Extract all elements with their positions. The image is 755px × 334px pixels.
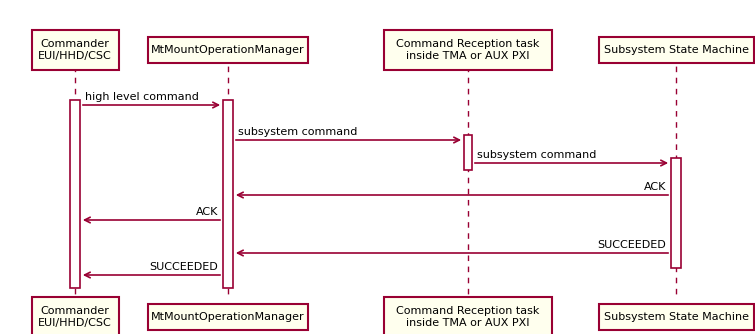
Text: Subsystem State Machine: Subsystem State Machine bbox=[603, 45, 748, 55]
Text: MtMountOperationManager: MtMountOperationManager bbox=[151, 312, 305, 322]
Bar bbox=[464, 135, 472, 170]
Bar bbox=[32, 30, 119, 70]
Text: subsystem command: subsystem command bbox=[477, 150, 596, 160]
Bar bbox=[384, 30, 552, 70]
Text: Commander
EUI/HHD/CSC: Commander EUI/HHD/CSC bbox=[38, 306, 112, 328]
Bar bbox=[148, 37, 308, 63]
Bar bbox=[599, 37, 753, 63]
Text: MtMountOperationManager: MtMountOperationManager bbox=[151, 45, 305, 55]
Bar bbox=[223, 100, 233, 288]
Bar bbox=[32, 297, 119, 334]
Text: Subsystem State Machine: Subsystem State Machine bbox=[603, 312, 748, 322]
Text: subsystem command: subsystem command bbox=[238, 127, 357, 137]
Text: SUCCEEDED: SUCCEEDED bbox=[149, 262, 218, 272]
Bar bbox=[599, 304, 753, 330]
Bar bbox=[671, 158, 681, 268]
Bar bbox=[148, 304, 308, 330]
Text: ACK: ACK bbox=[196, 207, 218, 217]
Text: Commander
EUI/HHD/CSC: Commander EUI/HHD/CSC bbox=[38, 39, 112, 61]
Text: high level command: high level command bbox=[85, 92, 199, 102]
Text: Command Reception task
inside TMA or AUX PXI: Command Reception task inside TMA or AUX… bbox=[396, 39, 540, 61]
Bar bbox=[384, 297, 552, 334]
Bar bbox=[70, 100, 80, 288]
Text: Command Reception task
inside TMA or AUX PXI: Command Reception task inside TMA or AUX… bbox=[396, 306, 540, 328]
Text: ACK: ACK bbox=[643, 182, 666, 192]
Text: SUCCEEDED: SUCCEEDED bbox=[597, 240, 666, 250]
